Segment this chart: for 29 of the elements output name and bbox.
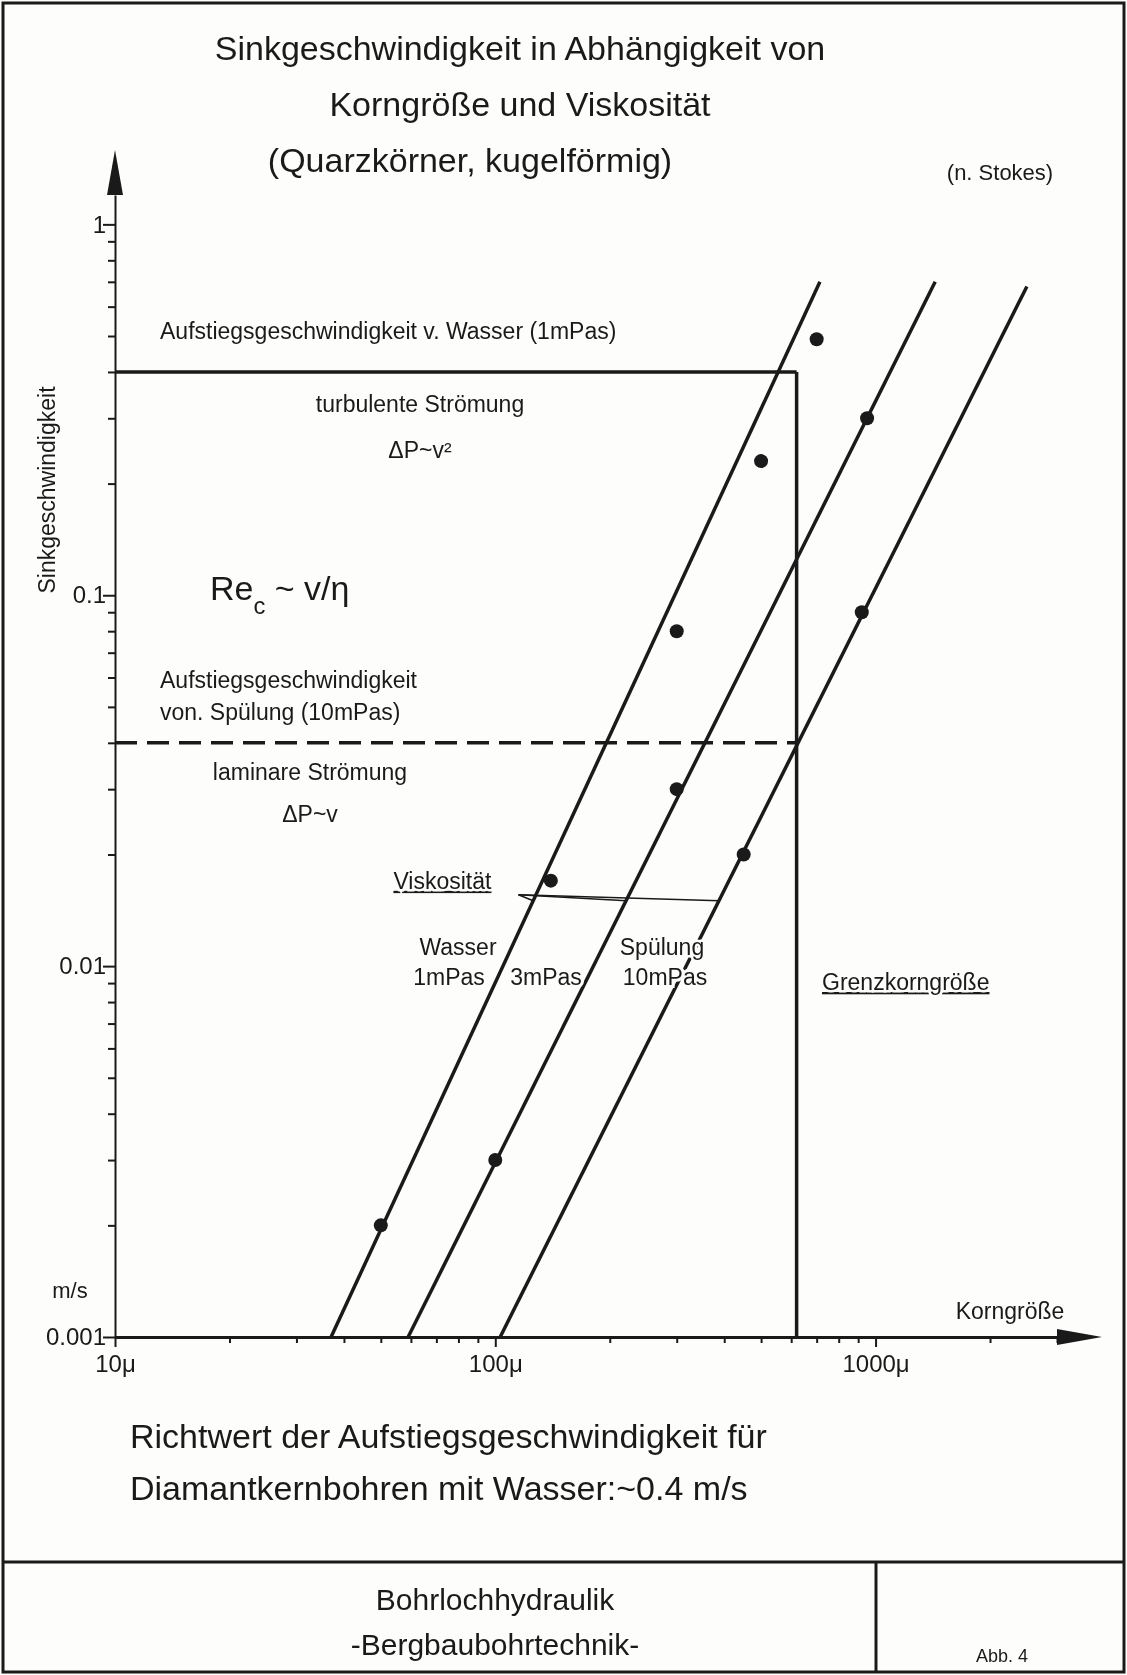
- x-tick-label: 10μ: [95, 1350, 136, 1378]
- y-axis-title: Sinkgeschwindigkeit: [34, 385, 60, 594]
- y-tick-label: 0.1: [72, 581, 106, 609]
- x-tick-label: 1000μ: [842, 1350, 910, 1378]
- annotation: Aufstiegsgeschwindigkeit von. Spülung (10mPas): [160, 667, 418, 725]
- x-axis-title: Korngröße: [955, 1298, 1065, 1324]
- annotation: Re$_{c}$ ~ v/η: [210, 569, 350, 619]
- annotation: ΔP~v: [282, 801, 339, 827]
- series-label: 1mPas: [413, 964, 485, 990]
- caption: Abb. 4: [975, 1646, 1029, 1666]
- annotation: Wasser: [419, 934, 497, 960]
- chart-subtitle: (Quarzkörner, kugelförmig): [267, 141, 673, 179]
- text: Bohrlochhydraulik: [375, 1583, 616, 1616]
- y-tick-label: 0.001: [45, 1323, 106, 1351]
- x-tick-label: 100μ: [468, 1350, 523, 1378]
- annotation: turbulente Strömung: [315, 391, 525, 417]
- series-label: 3mPas: [510, 964, 582, 990]
- text: -Bergbaubohrtechnik-: [350, 1628, 640, 1661]
- annotation: Grenzkorngröße: [822, 969, 990, 995]
- y-tick-label: 1: [92, 210, 106, 238]
- y-tick-label: 0.01: [59, 952, 106, 980]
- text: Richtwert der Aufstiegsgeschwindigkeit für Diamantkernbohren mit Wasser:~0.4 m/s: [130, 1417, 767, 1507]
- text: m/s: [52, 1278, 88, 1303]
- text: (n. Stokes): [946, 160, 1054, 185]
- annotation: Viskosität: [393, 867, 493, 894]
- annotation: laminare Strömung: [212, 759, 408, 785]
- chart-title: Sinkgeschwindigkeit in Abhängigkeit von Korngröße und Viskosität: [214, 29, 826, 123]
- annotation: ΔP~v²: [388, 437, 452, 463]
- annotation: Aufstiegsgeschwindigkeit v. Wasser (1mPas): [160, 318, 617, 344]
